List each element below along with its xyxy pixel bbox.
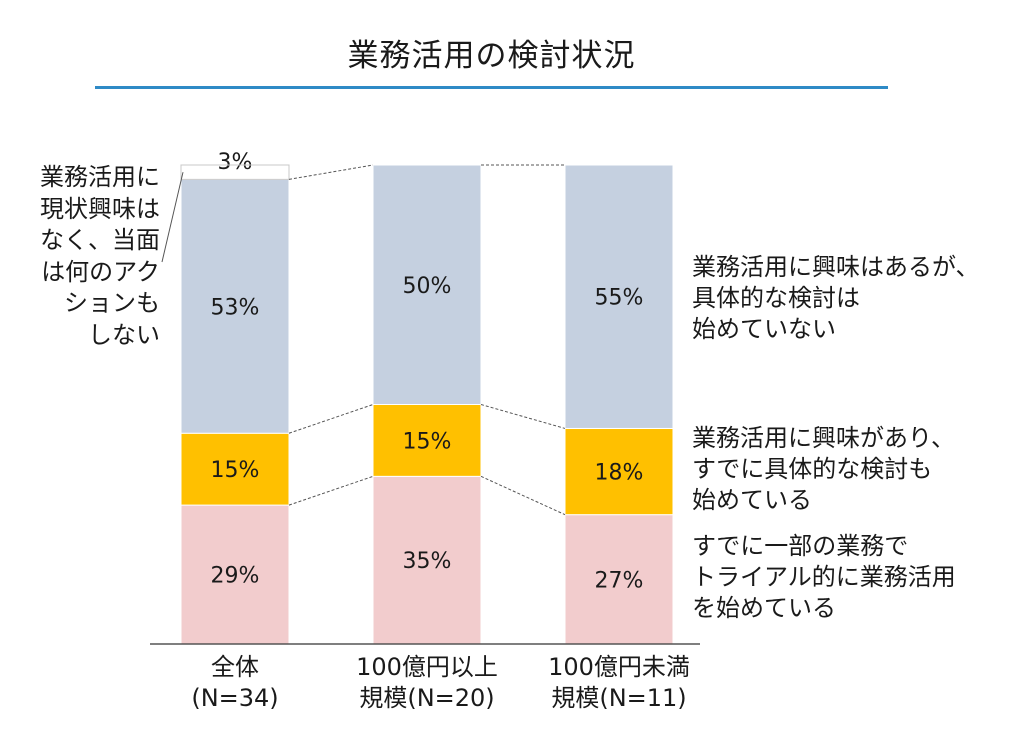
legend-considering: 業務活用に興味があり、 すでに具体的な検討も 始めている: [692, 423, 1002, 516]
annotation-line: は何のアク: [41, 257, 160, 286]
category-label-line: 全体: [211, 653, 259, 681]
bar-segment-outline: [180, 164, 290, 180]
category-label-all: 全体 (N=34): [155, 652, 315, 714]
annotation-line: 業務活用に: [40, 163, 160, 191]
legend-line: 業務活用に興味があり、: [692, 424, 956, 452]
category-label-large: 100億円以上 規模(N=20): [347, 652, 507, 714]
bar-value-label: 18%: [595, 461, 644, 486]
bar-value-label: 50%: [403, 274, 452, 299]
bar-value-label: 53%: [211, 295, 260, 320]
bar-segment: [372, 164, 482, 405]
bar-value-label: 29%: [211, 564, 260, 589]
legend-line: を始めている: [692, 594, 836, 622]
category-label-line: 100億円以上: [356, 653, 498, 681]
connector-line: [288, 475, 374, 506]
bar-value-label: 27%: [595, 568, 644, 593]
connector-line: [288, 404, 374, 434]
legend-line: 始めている: [692, 486, 812, 514]
connector-line: [480, 404, 566, 429]
bar-segment: [564, 427, 674, 516]
annotation-line: 現状興味は: [40, 194, 160, 223]
legend-line: トライアル的に業務活用: [692, 563, 956, 591]
bar-value-label: 3%: [218, 150, 253, 175]
bar-value-label: 35%: [403, 549, 452, 574]
legend-line: すでに具体的な検討も: [692, 455, 933, 483]
annotation-line: なく、当面: [40, 226, 160, 254]
connector-line: [288, 164, 374, 180]
category-label-line: (N=34): [191, 684, 279, 712]
legend-not-started: 業務活用に興味はあるが、 具体的な検討は 始めていない: [692, 252, 1002, 345]
annotation-line: ションも: [64, 289, 160, 317]
annotation-line: しない: [88, 320, 160, 349]
bar-value-label: 15%: [211, 458, 260, 483]
bar-segment: [564, 514, 674, 645]
bar-value-label: 55%: [595, 286, 644, 311]
bar-segment: [372, 475, 482, 645]
annotation-leader-line: [161, 172, 184, 263]
title-underline: [95, 86, 888, 89]
legend-line: 始めていない: [692, 315, 836, 343]
bar-value-label: 15%: [403, 429, 452, 454]
category-label-line: 規模(N=20): [359, 684, 495, 712]
bar-segment: [180, 504, 290, 645]
legend-line: すでに一部の業務で: [692, 532, 909, 560]
category-label-line: 規模(N=11): [551, 684, 687, 712]
annotation-not-interested: 業務活用に 現状興味は なく、当面 は何のアク ションも しない: [18, 162, 160, 351]
bar-segment: [180, 432, 290, 506]
bar-segment: [564, 164, 674, 429]
chart-title: 業務活用の検討状況: [347, 38, 636, 74]
category-label-small: 100億円未満 規模(N=11): [539, 652, 699, 714]
bar-segment: [372, 404, 482, 477]
legend-line: 具体的な検討は: [692, 284, 860, 312]
bar-segment: [180, 178, 290, 434]
legend-line: 業務活用に興味はあるが、: [692, 253, 980, 281]
connector-line: [480, 475, 566, 516]
legend-trial: すでに一部の業務で トライアル的に業務活用 を始めている: [692, 531, 1002, 624]
category-label-line: 100億円未満: [548, 653, 690, 681]
